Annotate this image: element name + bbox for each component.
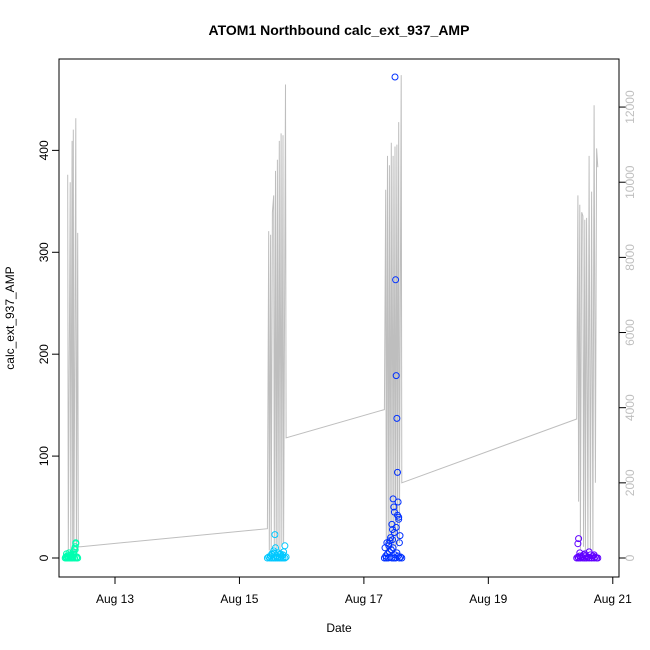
- x-axis: Aug 13 Aug 15 Aug 17 Aug 19 Aug 21: [96, 577, 632, 606]
- left-tick-label: 0: [37, 554, 51, 561]
- right-tick-label: 4000: [623, 394, 637, 421]
- data-point: [385, 540, 393, 548]
- left-tick-label: 400: [37, 140, 51, 160]
- data-point: [394, 498, 402, 506]
- data-point: [590, 554, 598, 562]
- secondary-series-line: [67, 75, 599, 557]
- x-axis-label: Date: [326, 621, 352, 635]
- right-tick-label: 2000: [623, 469, 637, 496]
- data-point: [273, 552, 281, 560]
- left-y-axis: 0 100 200 300 400: [37, 140, 60, 561]
- data-point: [396, 532, 404, 540]
- x-tick-label: Aug 21: [594, 592, 632, 606]
- data-point: [390, 503, 398, 511]
- data-point: [392, 372, 400, 380]
- right-tick-label: 10000: [623, 165, 637, 199]
- x-tick-label: Aug 17: [345, 592, 383, 606]
- y-axis-label: calc_ext_937_AMP: [3, 266, 17, 369]
- plot-frame: [58, 58, 620, 578]
- right-tick-label: 12000: [623, 90, 637, 124]
- data-point: [391, 73, 399, 81]
- data-point: [395, 513, 403, 521]
- right-tick-label: 0: [623, 554, 637, 561]
- data-point: [388, 520, 396, 528]
- data-point: [395, 554, 403, 562]
- point-series: [61, 73, 602, 562]
- left-tick-label: 100: [37, 446, 51, 466]
- data-point: [394, 468, 401, 476]
- left-tick-label: 300: [37, 242, 51, 262]
- data-point: [71, 543, 79, 551]
- data-point: [575, 535, 583, 543]
- data-point: [389, 526, 396, 533]
- data-point: [590, 551, 598, 559]
- data-point: [393, 414, 401, 422]
- data-point: [74, 554, 82, 562]
- data-point: [395, 539, 403, 547]
- chart-title: ATOM1 Northbound calc_ext_937_AMP: [209, 22, 470, 38]
- data-point: [387, 546, 395, 554]
- data-point: [398, 554, 406, 562]
- left-tick-label: 200: [37, 344, 51, 364]
- data-point: [72, 540, 80, 548]
- data-point: [574, 540, 582, 548]
- right-y-axis: 0 2000 4000 6000 8000 10000 12000: [618, 90, 637, 561]
- data-point: [389, 544, 397, 552]
- data-point: [392, 276, 400, 284]
- data-point: [387, 534, 395, 542]
- data-point: [585, 548, 593, 556]
- data-point: [281, 542, 289, 550]
- data-point: [390, 508, 398, 516]
- data-point: [576, 549, 584, 557]
- data-point: [69, 553, 77, 561]
- x-tick-label: Aug 13: [96, 592, 134, 606]
- secondary-line-series: [67, 75, 599, 557]
- right-tick-label: 8000: [623, 244, 637, 271]
- data-point: [271, 531, 279, 539]
- data-point: [581, 550, 589, 558]
- data-point: [389, 495, 397, 503]
- x-tick-label: Aug 15: [220, 592, 258, 606]
- right-tick-label: 6000: [623, 319, 637, 346]
- x-tick-label: Aug 19: [469, 592, 507, 606]
- data-point: [397, 553, 405, 561]
- data-point: [395, 515, 403, 523]
